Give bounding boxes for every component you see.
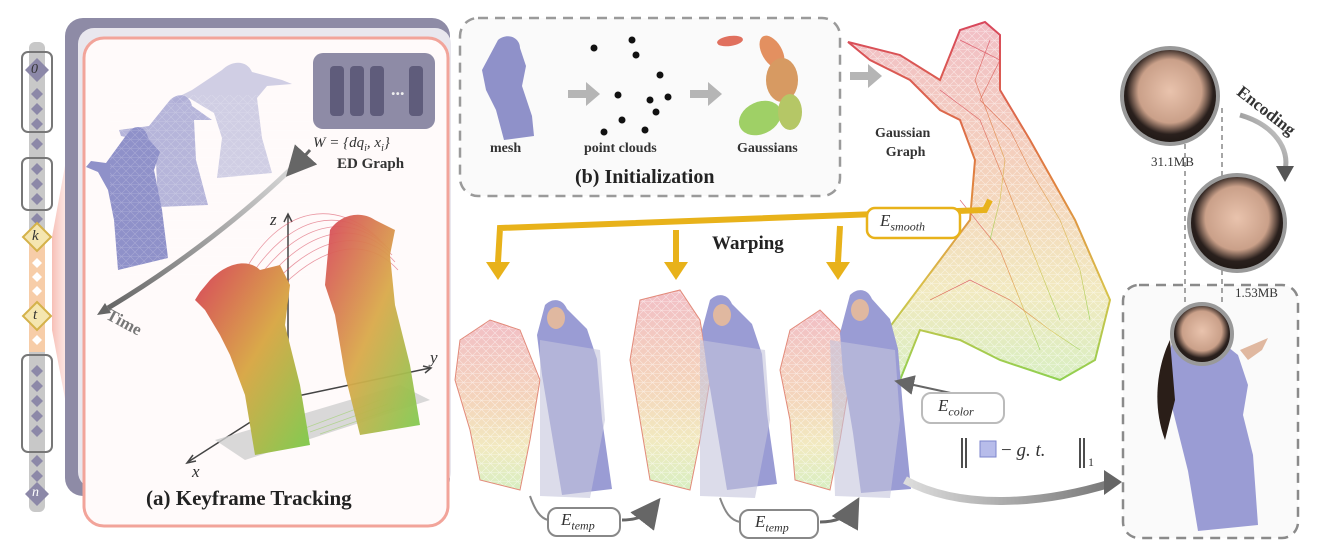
norm-subscript: 1 (1088, 455, 1094, 469)
e-temp-label-1: Etemp (561, 510, 595, 533)
e-smooth-label: Esmooth (880, 211, 926, 234)
marker-label-n: n (32, 485, 39, 500)
rendered-patch (979, 440, 997, 458)
axis-y-label: y (430, 348, 438, 367)
segment-box (21, 157, 53, 211)
warp-arrowhead-3 (826, 262, 850, 280)
init-mesh-figure (482, 36, 534, 141)
zoom-guide-lines (1184, 108, 1223, 305)
e-temp-box-2 (739, 509, 819, 539)
timeline (21, 42, 53, 512)
color-loss-formula: − g. t. (1001, 440, 1046, 461)
face-original (1120, 46, 1220, 146)
panel-b-title: (b) Initialization (575, 166, 715, 188)
ed-formula: W = {dqi, xi} (313, 135, 390, 154)
warp-arrowhead-2 (664, 262, 688, 280)
segment-box (21, 354, 53, 453)
e-temp-label-2: Etemp (755, 512, 789, 535)
face-encoded (1187, 173, 1287, 273)
size-after-label: 1.53MB (1235, 285, 1278, 300)
gaussian-graph-label: Gaussian Graph (875, 126, 931, 160)
output-dancer (1157, 323, 1268, 531)
axis-z-label: z (270, 210, 277, 229)
timeline-frame-markers (31, 88, 43, 482)
warped-frame-3 (779, 290, 911, 498)
e-color-label: Ecolor (938, 396, 974, 419)
gaussian-graph (847, 20, 1112, 383)
panel-a-title: (a) Keyframe Tracking (146, 486, 352, 510)
marker-label-t: t (33, 307, 38, 323)
warped-frame-1 (454, 300, 612, 498)
marker-label-0: 0 (31, 62, 38, 77)
panel-b-frame (458, 16, 842, 198)
e-color-box (921, 392, 1005, 424)
marker-label-k: k (32, 228, 39, 244)
ed-graph-icon (313, 53, 435, 129)
e-temp-arrow-2 (819, 497, 860, 531)
keyframe-span-markers (32, 258, 42, 345)
output-arrow (903, 476, 1114, 505)
mesh-label: mesh (490, 141, 522, 156)
ed-ellipsis: ... (391, 79, 405, 99)
e-temp-link-1 (529, 495, 549, 521)
warp-arrowhead-1 (486, 262, 510, 280)
keyframe-dancer-2 (325, 214, 420, 435)
time-arrow-head (97, 303, 111, 315)
encoding-arrow-head (1276, 166, 1294, 182)
norm-bars (961, 438, 1085, 468)
warping-label: Warping (712, 233, 784, 254)
e-temp-link-2 (719, 497, 741, 523)
warping-arrows (495, 198, 993, 263)
gaussians-icon (717, 35, 802, 136)
output-arrow-head (1104, 470, 1122, 495)
axis-x-label: x (192, 462, 200, 481)
segment-box (21, 51, 53, 133)
keyframe-dancer-1 (195, 263, 310, 455)
warped-frame-2 (629, 289, 777, 498)
point-cloud (590, 36, 672, 136)
init-arrow-2 (690, 82, 722, 106)
marker-0 (25, 58, 49, 82)
marker-k (21, 221, 53, 253)
graph-arrow (850, 64, 882, 88)
marker-n (25, 482, 49, 506)
e-temp-box-1 (547, 507, 621, 537)
point-clouds-label: point clouds (584, 141, 657, 156)
marker-t (21, 300, 53, 332)
e-smooth-box (865, 206, 962, 240)
init-arrow-1 (568, 82, 600, 106)
e-temp-arrow-1 (621, 497, 661, 531)
ed-graph-label: ED Graph (337, 156, 405, 172)
face-crop-circle (1170, 302, 1234, 366)
size-before-label: 31.1MB (1151, 154, 1194, 169)
time-arrow (106, 158, 302, 311)
gaussians-label: Gaussians (737, 141, 798, 156)
ed-graph-arrow (285, 144, 318, 177)
encoding-arrow (1239, 112, 1289, 171)
